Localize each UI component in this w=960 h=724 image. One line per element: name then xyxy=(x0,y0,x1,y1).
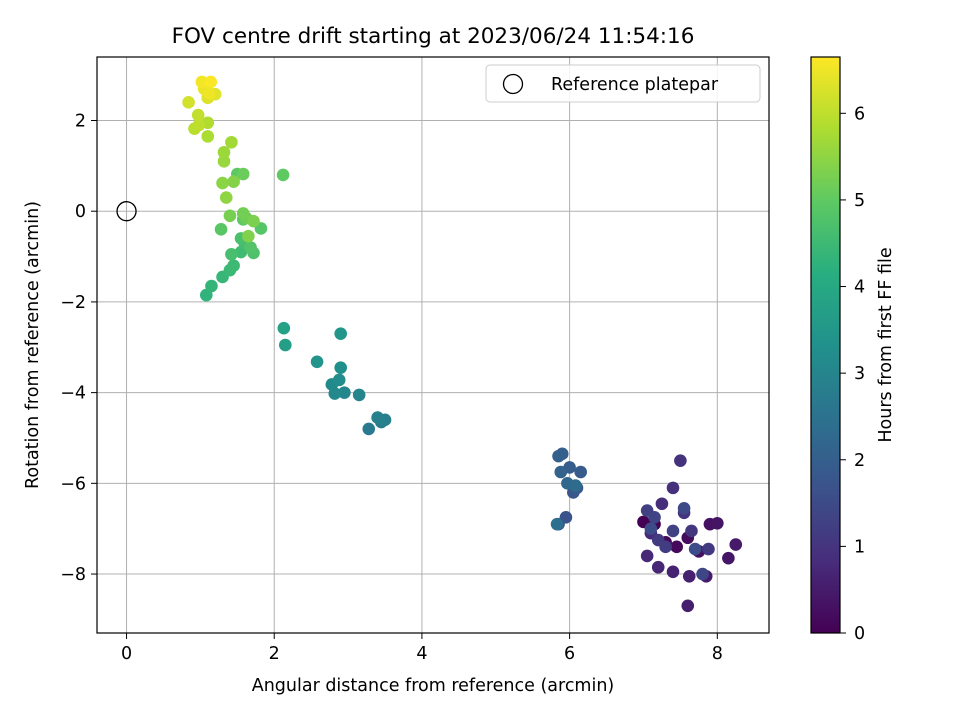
data-point xyxy=(202,86,216,100)
data-point xyxy=(655,497,669,511)
data-point xyxy=(195,75,209,89)
reference-platepar-marker xyxy=(116,201,137,222)
data-point xyxy=(191,108,205,122)
data-point xyxy=(204,75,218,89)
data-point xyxy=(554,465,568,479)
data-point xyxy=(729,538,743,551)
data-point xyxy=(279,338,292,352)
data-point xyxy=(550,517,564,531)
colorbar-ticks: 0 1 2 3 4 5 6 xyxy=(840,104,865,644)
data-point xyxy=(247,214,260,228)
data-point xyxy=(648,511,661,524)
colorbar-gradient xyxy=(811,57,840,633)
y-tick-label: 2 xyxy=(75,111,86,131)
colorbar: 0 1 2 3 4 5 6 Hours from first FF file xyxy=(810,56,896,644)
data-point xyxy=(225,135,238,149)
data-point xyxy=(217,155,231,168)
data-point xyxy=(644,522,658,535)
data-point xyxy=(310,355,324,369)
data-point xyxy=(219,191,233,204)
data-point xyxy=(677,501,691,515)
chart-title: FOV centre drift starting at 2023/06/24 … xyxy=(172,24,695,49)
data-point xyxy=(666,481,680,495)
data-point xyxy=(277,321,291,335)
data-point xyxy=(332,373,346,387)
colorbar-tick-label: 2 xyxy=(854,451,865,471)
data-point xyxy=(574,465,587,479)
data-point xyxy=(371,411,384,424)
data-point xyxy=(685,524,698,538)
plot-frame xyxy=(96,56,770,634)
y-tick-label: −8 xyxy=(60,565,86,585)
colorbar-frame xyxy=(810,56,841,634)
x-tick-label: 0 xyxy=(121,644,132,664)
legend: Reference platepar xyxy=(485,64,761,103)
data-point xyxy=(225,247,238,261)
data-point xyxy=(702,542,715,556)
data-point xyxy=(236,207,250,220)
data-point xyxy=(688,542,702,556)
data-point xyxy=(338,386,351,399)
data-point xyxy=(182,96,195,109)
data-point xyxy=(666,524,680,538)
data-point xyxy=(670,540,683,554)
colorbar-tick-label: 4 xyxy=(854,278,865,298)
data-point xyxy=(205,279,218,293)
data-point xyxy=(217,145,231,159)
data-point xyxy=(552,449,565,463)
data-point xyxy=(201,130,215,143)
data-point xyxy=(216,176,229,190)
data-point xyxy=(244,241,257,254)
data-point xyxy=(722,551,735,565)
data-point xyxy=(242,229,255,243)
colorbar-tick-label: 6 xyxy=(854,104,865,124)
y-tick-label: 0 xyxy=(75,202,86,222)
data-point xyxy=(559,511,573,524)
legend-label: Reference platepar xyxy=(551,75,719,95)
data-point xyxy=(674,454,687,467)
y-tick-label: −6 xyxy=(60,474,86,494)
data-point xyxy=(352,388,366,402)
data-point xyxy=(711,516,724,530)
data-point xyxy=(227,175,240,189)
data-point xyxy=(214,223,228,236)
data-point xyxy=(334,361,347,374)
data-point xyxy=(659,540,672,554)
y-axis-label: Rotation from reference (arcmin) xyxy=(23,201,43,489)
x-axis-ticks: 0 2 4 6 8 xyxy=(121,633,723,664)
legend-box xyxy=(485,64,761,103)
x-tick-label: 6 xyxy=(564,644,575,664)
data-points xyxy=(116,75,743,613)
data-point xyxy=(362,422,376,436)
data-point xyxy=(192,118,206,132)
y-axis-ticks: −8 −6 −4 −2 0 2 xyxy=(60,111,97,585)
data-point xyxy=(569,479,582,492)
colorbar-tick-label: 5 xyxy=(854,191,865,211)
data-point xyxy=(681,599,695,613)
data-point xyxy=(334,327,347,340)
data-point xyxy=(223,209,237,223)
legend-marker-icon xyxy=(502,73,524,95)
y-tick-label: −2 xyxy=(60,293,86,313)
y-tick-label: −4 xyxy=(60,384,86,404)
data-point xyxy=(640,549,654,563)
x-tick-label: 8 xyxy=(712,644,723,664)
colorbar-tick-label: 3 xyxy=(854,364,865,384)
data-point xyxy=(236,167,250,181)
x-axis-label: Angular distance from reference (arcmin) xyxy=(252,676,615,696)
colorbar-label: Hours from first FF file xyxy=(876,247,896,442)
x-tick-label: 4 xyxy=(416,644,427,664)
colorbar-tick-label: 0 xyxy=(854,624,865,644)
data-point xyxy=(227,259,240,272)
data-point xyxy=(651,560,665,574)
data-point xyxy=(666,565,680,579)
colorbar-tick-label: 1 xyxy=(854,537,865,557)
data-point xyxy=(276,168,290,182)
data-point xyxy=(696,567,709,581)
data-point xyxy=(682,570,696,583)
x-tick-label: 2 xyxy=(269,644,280,664)
